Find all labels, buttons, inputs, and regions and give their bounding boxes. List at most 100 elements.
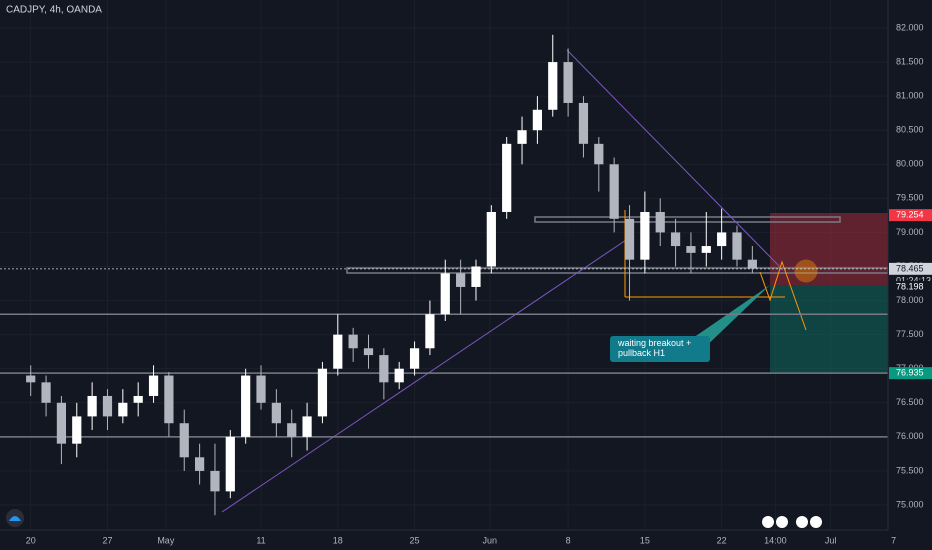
x-tick-label: 8	[566, 535, 571, 545]
candle	[256, 365, 266, 410]
candle-body	[655, 211, 665, 233]
time-axis	[0, 530, 932, 550]
candle	[317, 361, 328, 424]
y-tick-label: 76.500	[896, 397, 924, 407]
countdown-box	[889, 274, 932, 286]
candle-body	[179, 423, 189, 458]
candle-body	[256, 375, 266, 403]
candle	[747, 246, 757, 274]
trendline	[566, 49, 784, 271]
y-tick-label: 77.500	[896, 329, 924, 339]
price-tag-label: 78.198	[896, 281, 924, 291]
price-tag-label: 79.254	[896, 209, 924, 219]
candle	[640, 191, 650, 274]
candle-body	[287, 423, 297, 437]
candle-body	[532, 109, 543, 131]
y-tick-label: 75.000	[896, 499, 924, 509]
candle-body	[409, 348, 420, 369]
chart-title: CADJPY, 4h, OANDA	[6, 5, 102, 16]
y-tick-label: 79.500	[896, 193, 924, 203]
price-tag	[889, 367, 932, 380]
candle	[225, 430, 235, 499]
candle	[670, 218, 681, 267]
candle	[102, 389, 113, 431]
candle	[194, 443, 205, 485]
candle	[210, 443, 220, 516]
candle-body	[747, 259, 757, 269]
plot	[0, 34, 888, 516]
candle	[363, 334, 374, 369]
candle	[701, 211, 711, 267]
target-zone	[770, 285, 888, 373]
x-tick-label: 15	[640, 535, 650, 545]
candle-body	[624, 218, 635, 260]
candle-body	[317, 368, 328, 417]
candle-body	[609, 164, 619, 219]
candle	[241, 368, 251, 444]
candle	[379, 348, 389, 400]
candle	[717, 208, 727, 260]
price-tag-label: 76.935	[896, 368, 924, 378]
y-tick-label: 79.000	[896, 227, 924, 237]
candle-body	[440, 273, 450, 315]
candle	[456, 259, 466, 315]
candle-body	[133, 395, 143, 403]
candle-body	[517, 130, 527, 144]
candle-body	[271, 402, 281, 424]
emoji-strip	[762, 516, 822, 528]
entry-circle	[794, 259, 818, 283]
candle-body	[394, 368, 404, 383]
candle-body	[41, 382, 51, 403]
candle	[440, 259, 450, 322]
candle-body	[717, 232, 727, 247]
price-tag	[889, 209, 932, 222]
price-tag	[889, 281, 932, 294]
candle-body	[102, 395, 113, 417]
x-tick-label: 22	[717, 535, 727, 545]
logo	[6, 509, 24, 527]
candle-body	[72, 416, 82, 444]
candle-body	[471, 266, 481, 287]
x-tick-label: 7	[891, 535, 896, 545]
candle	[624, 205, 635, 301]
x-tick-label: Jul	[825, 535, 837, 545]
candle-body	[302, 416, 312, 437]
candle-body	[363, 348, 374, 356]
candle-body	[456, 273, 466, 287]
candle	[56, 395, 67, 465]
y-tick-label: 80.500	[896, 125, 924, 135]
candle-body	[118, 402, 128, 417]
candle	[425, 300, 435, 356]
candle	[563, 48, 573, 117]
candle	[594, 137, 604, 192]
x-tick-label: 18	[333, 535, 343, 545]
candle-body	[732, 232, 742, 260]
trendline	[221, 235, 633, 513]
candle	[486, 205, 496, 274]
candle	[686, 232, 696, 274]
candle	[348, 327, 358, 362]
candle	[72, 402, 82, 458]
candle-body	[563, 62, 573, 103]
y-tick-label: 82.000	[896, 22, 924, 32]
candle-body	[670, 232, 681, 247]
x-tick-label: 20	[26, 535, 36, 545]
candle-body	[194, 457, 205, 471]
candle	[87, 382, 97, 431]
x-tick-label: May	[157, 535, 175, 545]
candle	[471, 259, 481, 301]
candle-body	[548, 62, 558, 110]
candle	[732, 225, 742, 267]
axes: 82.000 81.500 81.000 80.500 80.000 79.500 79.0…	[26, 22, 932, 545]
x-tick-label: 11	[256, 535, 265, 545]
candle	[26, 365, 36, 396]
price-tag-label: 78.465	[896, 263, 924, 273]
candle-body	[701, 246, 711, 253]
candle-body	[241, 375, 251, 437]
candle	[502, 137, 512, 219]
candle	[532, 96, 543, 144]
candle	[548, 34, 558, 117]
candle	[148, 365, 159, 403]
candle-body	[425, 314, 435, 349]
